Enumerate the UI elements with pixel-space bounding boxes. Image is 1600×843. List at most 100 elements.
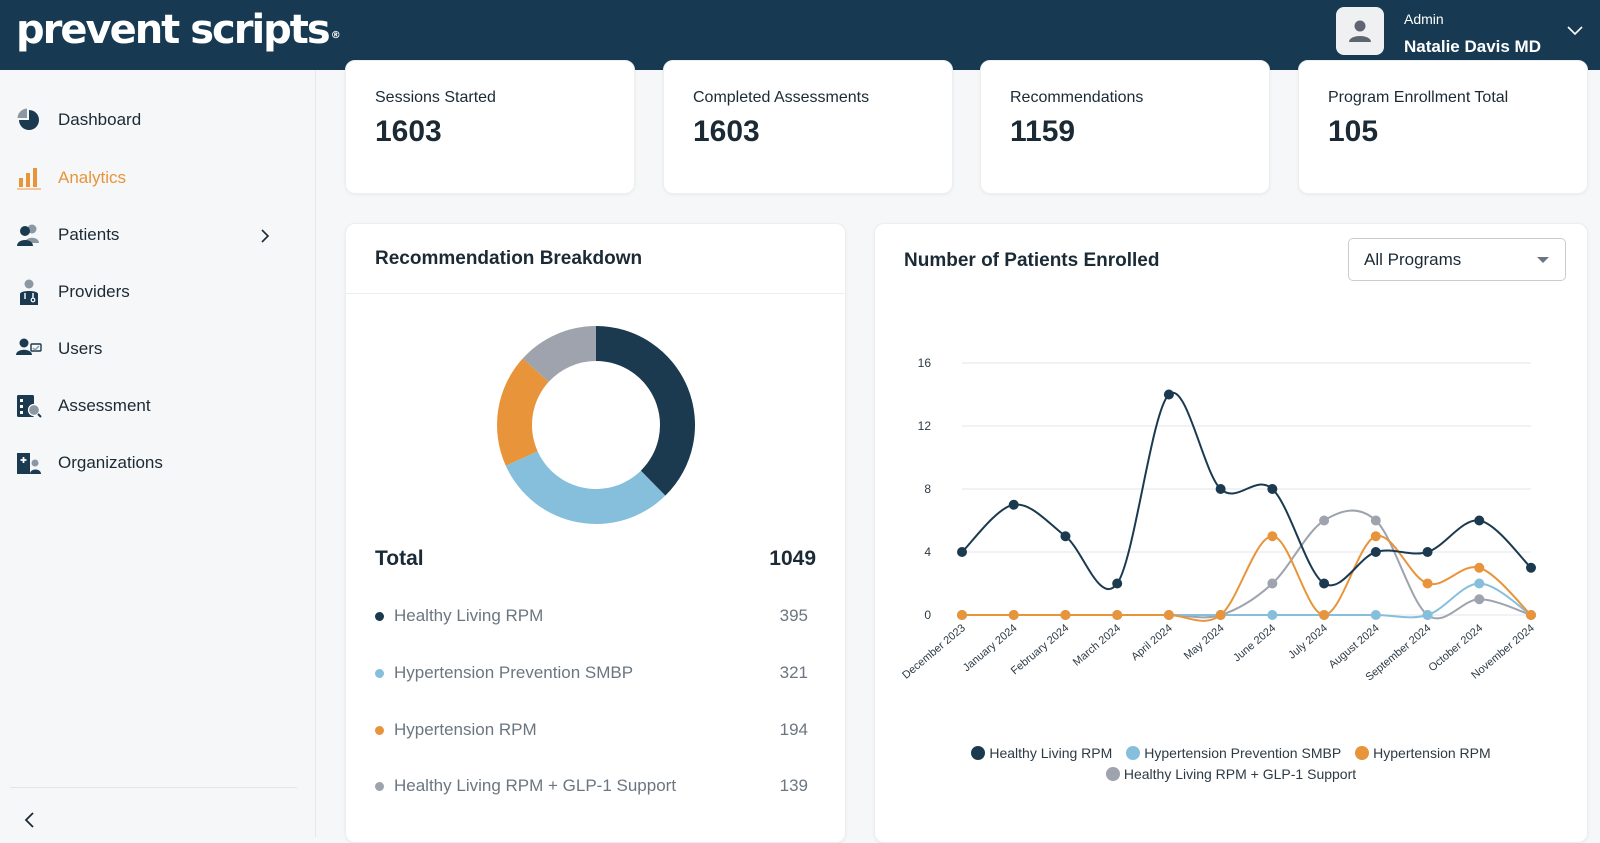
- total-label: Total: [375, 547, 424, 570]
- legend-label: Healthy Living RPM: [989, 745, 1113, 761]
- data-point[interactable]: [1267, 484, 1278, 494]
- data-point[interactable]: [1474, 594, 1485, 605]
- data-point[interactable]: [1422, 578, 1433, 589]
- legend-row-glp1: Healthy Living RPM + GLP-1 Support 139: [375, 774, 808, 798]
- data-point[interactable]: [1215, 610, 1226, 620]
- chart-legend: Healthy Living RPM Hypertension Preventi…: [875, 745, 1587, 761]
- data-point[interactable]: [1319, 515, 1330, 526]
- user-name[interactable]: Natalie Davis MD: [1404, 37, 1541, 56]
- data-point[interactable]: [1319, 610, 1330, 620]
- data-point[interactable]: [1112, 578, 1123, 589]
- sidebar-item-label: Analytics: [58, 168, 127, 187]
- donut-slice-1[interactable]: [505, 451, 666, 524]
- caret-down-icon: [1537, 257, 1549, 263]
- stat-value: 1159: [1010, 115, 1076, 148]
- stat-card-sessions: Sessions Started 1603: [345, 60, 635, 194]
- y-tick-label: 0: [924, 608, 931, 622]
- sidebar-item-label: Organizations: [58, 453, 163, 472]
- data-point[interactable]: [1422, 547, 1433, 557]
- legend-name: Hypertension RPM: [394, 720, 537, 739]
- x-tick-label: December 2023: [900, 622, 968, 682]
- data-point[interactable]: [1319, 578, 1330, 589]
- chart-legend-item[interactable]: Healthy Living RPM: [971, 745, 1112, 761]
- chevron-right-icon[interactable]: [260, 228, 270, 249]
- data-point[interactable]: [1060, 531, 1071, 542]
- panel-title: Recommendation Breakdown: [375, 248, 643, 269]
- data-point[interactable]: [957, 610, 967, 620]
- legend-dot: [375, 668, 384, 678]
- sidebar-item-label: Providers: [58, 282, 130, 301]
- series-line-1: [962, 582, 1532, 619]
- data-point[interactable]: [957, 547, 967, 557]
- program-filter-select[interactable]: All Programs: [1348, 238, 1566, 281]
- legend-label: Hypertension Prevention SMBP: [1144, 745, 1342, 761]
- provider-icon: [16, 279, 42, 305]
- stat-value: 105: [1328, 115, 1379, 148]
- donut-slice-3[interactable]: [522, 326, 596, 382]
- data-point[interactable]: [1163, 389, 1174, 400]
- legend-swatch: [1105, 767, 1120, 781]
- data-point[interactable]: [1370, 515, 1381, 526]
- data-point[interactable]: [1267, 578, 1278, 589]
- stat-label: Completed Assessments: [693, 89, 870, 106]
- chevron-left-icon[interactable]: [18, 808, 42, 832]
- donut-slice-2[interactable]: [497, 358, 549, 466]
- data-point[interactable]: [1526, 610, 1536, 620]
- data-point[interactable]: [1267, 531, 1278, 542]
- recommendation-breakdown-panel: Recommendation Breakdown Total 1049 Heal…: [345, 223, 846, 843]
- donut-chart: [497, 326, 695, 524]
- data-point[interactable]: [1215, 484, 1226, 494]
- sidebar-item-dashboard[interactable]: Dashboard: [16, 100, 300, 140]
- data-point[interactable]: [1267, 610, 1278, 620]
- legend-name: Hypertension Prevention SMBP: [394, 663, 634, 682]
- data-point[interactable]: [1370, 547, 1381, 557]
- top-bar: prevent scripts ® Admin Natalie Davis MD: [0, 0, 1600, 70]
- legend-value: 395: [779, 606, 808, 625]
- y-tick-label: 8: [924, 482, 931, 496]
- sidebar-item-patients[interactable]: Patients: [16, 215, 300, 255]
- sidebar-item-label: Dashboard: [58, 110, 142, 129]
- user-avatar-icon[interactable]: [1336, 7, 1384, 55]
- data-point[interactable]: [1008, 610, 1019, 620]
- sidebar-item-providers[interactable]: Providers: [16, 272, 300, 312]
- donut-slice-0[interactable]: [596, 326, 695, 496]
- data-point[interactable]: [1474, 578, 1485, 589]
- chart-legend-item[interactable]: Healthy Living RPM + GLP-1 Support: [1105, 766, 1356, 782]
- patients-enrolled-panel: Number of Patients Enrolled All Programs…: [874, 223, 1588, 843]
- data-point[interactable]: [1008, 499, 1019, 510]
- stat-card-enrollment: Program Enrollment Total 105: [1298, 60, 1588, 194]
- data-point[interactable]: [1422, 610, 1433, 620]
- chevron-down-icon[interactable]: [1566, 24, 1584, 42]
- x-tick-label: June 2024: [1231, 622, 1278, 664]
- assessment-icon: [16, 393, 42, 419]
- logo[interactable]: prevent scripts ®: [16, 6, 341, 54]
- chart-legend-item[interactable]: Hypertension RPM: [1355, 745, 1491, 761]
- data-point[interactable]: [1370, 531, 1381, 542]
- stat-label: Sessions Started: [375, 89, 496, 106]
- data-point[interactable]: [1474, 562, 1485, 573]
- data-point[interactable]: [1060, 610, 1071, 620]
- stat-label: Program Enrollment Total: [1328, 89, 1509, 106]
- data-point[interactable]: [1112, 610, 1123, 620]
- legend-value: 194: [779, 720, 808, 739]
- legend-name: Healthy Living RPM: [394, 606, 544, 625]
- chart-legend-item[interactable]: Hypertension Prevention SMBP: [1126, 745, 1341, 761]
- legend-dot: [375, 611, 384, 621]
- legend-swatch: [1355, 746, 1370, 760]
- data-point[interactable]: [1370, 610, 1381, 620]
- series-line-0: [961, 391, 1532, 591]
- users-icon: [16, 336, 42, 362]
- sidebar-item-users[interactable]: Users: [16, 329, 300, 369]
- patients-icon: [16, 222, 42, 248]
- logo-text: prevent scripts: [16, 7, 331, 53]
- chart-legend-row-2: Healthy Living RPM + GLP-1 Support: [875, 766, 1587, 782]
- data-point[interactable]: [1474, 515, 1485, 526]
- data-point[interactable]: [1163, 610, 1174, 620]
- data-point[interactable]: [1526, 562, 1536, 573]
- x-tick-label: August 2024: [1327, 622, 1382, 671]
- sidebar-item-analytics[interactable]: Analytics: [16, 158, 300, 198]
- sidebar-item-assessment[interactable]: Assessment: [16, 386, 300, 426]
- sidebar-item-organizations[interactable]: Organizations: [16, 443, 300, 483]
- legend-row-hypertension-rpm: Hypertension RPM 194: [375, 718, 808, 742]
- x-tick-label: May 2024: [1182, 622, 1227, 662]
